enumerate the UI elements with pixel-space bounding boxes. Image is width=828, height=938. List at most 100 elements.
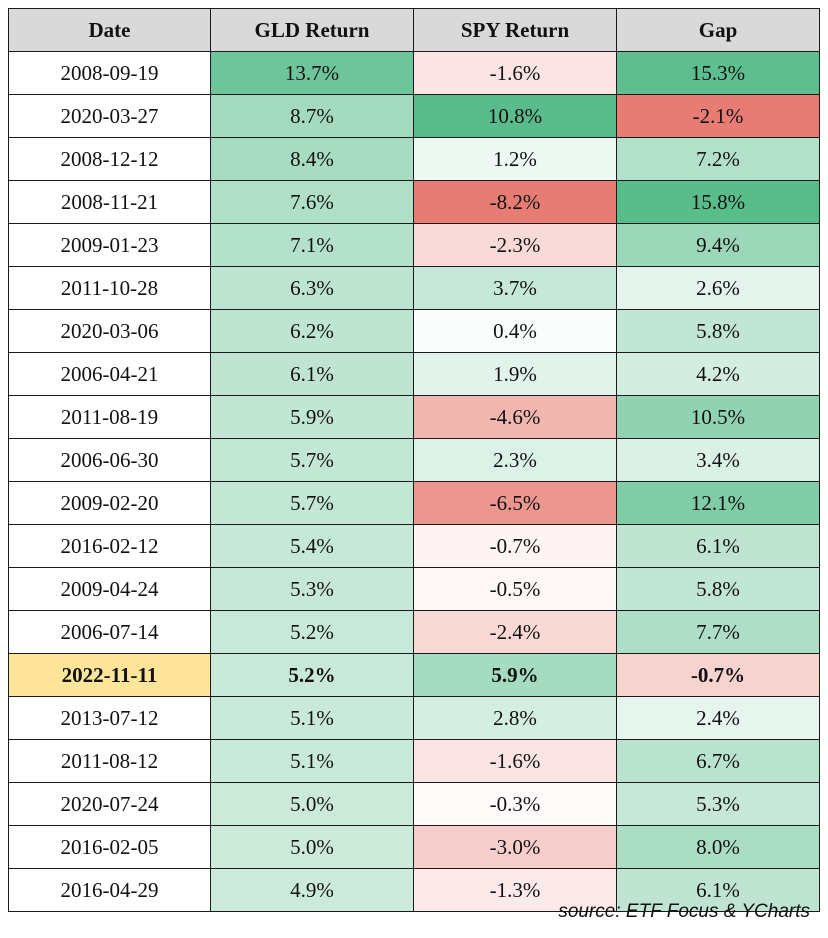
gap-cell: 12.1%	[616, 481, 820, 525]
spy-return-cell: 3.7%	[413, 266, 617, 310]
date-column-header: Date	[8, 8, 211, 52]
gap-column-header: Gap	[616, 8, 820, 52]
gld-return-cell: 5.7%	[210, 481, 414, 525]
table-row: 2016-04-29 4.9% -1.3% 6.1%	[8, 868, 820, 912]
spy-return-cell: -2.3%	[413, 223, 617, 267]
gld-return-cell: 8.4%	[210, 137, 414, 181]
gap-cell: 7.7%	[616, 610, 820, 654]
table-row: 2016-02-12 5.4% -0.7% 6.1%	[8, 524, 820, 568]
table-row: 2020-07-24 5.0% -0.3% 5.3%	[8, 782, 820, 826]
date-cell: 2008-11-21	[8, 180, 211, 224]
gap-cell: 6.7%	[616, 739, 820, 783]
spy-return-cell: -8.2%	[413, 180, 617, 224]
returns-table: Date GLD Return SPY Return Gap 2008-09-1…	[8, 8, 820, 912]
gld-return-cell: 5.2%	[210, 653, 414, 697]
date-cell: 2020-07-24	[8, 782, 211, 826]
date-cell: 2006-07-14	[8, 610, 211, 654]
header-row: Date GLD Return SPY Return Gap	[8, 8, 820, 52]
gap-cell: 10.5%	[616, 395, 820, 439]
spy-return-cell: 1.2%	[413, 137, 617, 181]
date-cell: 2009-01-23	[8, 223, 211, 267]
spy-return-cell: 5.9%	[413, 653, 617, 697]
gld-return-cell: 5.2%	[210, 610, 414, 654]
gap-cell: -2.1%	[616, 94, 820, 138]
date-cell: 2020-03-06	[8, 309, 211, 353]
gap-cell: -0.7%	[616, 653, 820, 697]
date-cell: 2009-02-20	[8, 481, 211, 525]
table-row: 2008-09-19 13.7% -1.6% 15.3%	[8, 51, 820, 95]
spy-return-cell: 1.9%	[413, 352, 617, 396]
spy-return-cell: -6.5%	[413, 481, 617, 525]
gap-cell: 6.1%	[616, 868, 820, 912]
gap-cell: 6.1%	[616, 524, 820, 568]
gap-cell: 3.4%	[616, 438, 820, 482]
spy-return-cell: -0.5%	[413, 567, 617, 611]
table-row: 2011-08-12 5.1% -1.6% 6.7%	[8, 739, 820, 783]
gld-return-cell: 8.7%	[210, 94, 414, 138]
table-row: 2009-02-20 5.7% -6.5% 12.1%	[8, 481, 820, 525]
spy-return-cell: -1.6%	[413, 51, 617, 95]
date-cell: 2006-04-21	[8, 352, 211, 396]
date-cell: 2022-11-11	[8, 653, 211, 697]
gap-cell: 2.6%	[616, 266, 820, 310]
gld-return-cell: 6.3%	[210, 266, 414, 310]
table-row: 2008-11-21 7.6% -8.2% 15.8%	[8, 180, 820, 224]
gap-cell: 4.2%	[616, 352, 820, 396]
spy-return-cell: -3.0%	[413, 825, 617, 869]
table-row: 2006-06-30 5.7% 2.3% 3.4%	[8, 438, 820, 482]
table-row: 2011-08-19 5.9% -4.6% 10.5%	[8, 395, 820, 439]
table-row: 2013-07-12 5.1% 2.8% 2.4%	[8, 696, 820, 740]
date-cell: 2008-12-12	[8, 137, 211, 181]
gld-return-column-header: GLD Return	[210, 8, 414, 52]
gld-return-cell: 5.0%	[210, 825, 414, 869]
spy-return-cell: -4.6%	[413, 395, 617, 439]
date-cell: 2011-10-28	[8, 266, 211, 310]
table-row: 2020-03-27 8.7% 10.8% -2.1%	[8, 94, 820, 138]
gap-cell: 15.3%	[616, 51, 820, 95]
source-note: source: ETF Focus & YCharts	[558, 901, 810, 922]
gap-cell: 5.3%	[616, 782, 820, 826]
spy-return-cell: -1.6%	[413, 739, 617, 783]
spy-return-cell: 10.8%	[413, 94, 617, 138]
gld-return-cell: 4.9%	[210, 868, 414, 912]
table-row: 2008-12-12 8.4% 1.2% 7.2%	[8, 137, 820, 181]
spy-return-cell: -2.4%	[413, 610, 617, 654]
spy-return-column-header: SPY Return	[413, 8, 617, 52]
spy-return-cell: 2.8%	[413, 696, 617, 740]
date-cell: 2020-03-27	[8, 94, 211, 138]
gap-cell: 9.4%	[616, 223, 820, 267]
gld-return-cell: 5.4%	[210, 524, 414, 568]
gap-cell: 15.8%	[616, 180, 820, 224]
table-row: 2020-03-06 6.2% 0.4% 5.8%	[8, 309, 820, 353]
spy-return-cell: 0.4%	[413, 309, 617, 353]
gld-return-cell: 5.1%	[210, 696, 414, 740]
gap-cell: 5.8%	[616, 309, 820, 353]
date-cell: 2013-07-12	[8, 696, 211, 740]
gld-return-cell: 5.3%	[210, 567, 414, 611]
table-row: 2022-11-11 5.2% 5.9% -0.7%	[8, 653, 820, 697]
table-row: 2006-04-21 6.1% 1.9% 4.2%	[8, 352, 820, 396]
table-row: 2009-01-23 7.1% -2.3% 9.4%	[8, 223, 820, 267]
date-cell: 2011-08-12	[8, 739, 211, 783]
spy-return-cell: 2.3%	[413, 438, 617, 482]
date-cell: 2006-06-30	[8, 438, 211, 482]
gld-return-cell: 6.1%	[210, 352, 414, 396]
gld-return-cell: 5.7%	[210, 438, 414, 482]
table-row: 2009-04-24 5.3% -0.5% 5.8%	[8, 567, 820, 611]
spy-return-cell: -1.3%	[413, 868, 617, 912]
table-row: 2006-07-14 5.2% -2.4% 7.7%	[8, 610, 820, 654]
spy-return-cell: -0.3%	[413, 782, 617, 826]
spy-return-cell: -0.7%	[413, 524, 617, 568]
table-body: 2008-09-19 13.7% -1.6% 15.3% 2020-03-27 8.7% 1…	[8, 51, 820, 912]
gld-return-cell: 5.9%	[210, 395, 414, 439]
date-cell: 2016-02-12	[8, 524, 211, 568]
gap-cell: 7.2%	[616, 137, 820, 181]
date-cell: 2016-04-29	[8, 868, 211, 912]
gld-return-cell: 13.7%	[210, 51, 414, 95]
gld-return-cell: 5.0%	[210, 782, 414, 826]
date-cell: 2008-09-19	[8, 51, 211, 95]
gld-return-cell: 5.1%	[210, 739, 414, 783]
gld-return-cell: 7.1%	[210, 223, 414, 267]
gap-cell: 8.0%	[616, 825, 820, 869]
date-cell: 2011-08-19	[8, 395, 211, 439]
